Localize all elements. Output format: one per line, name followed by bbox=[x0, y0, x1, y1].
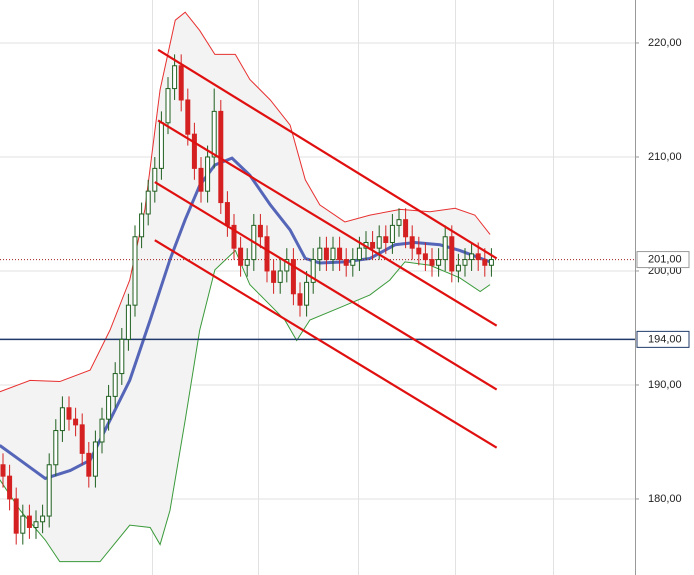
candle-body bbox=[469, 253, 475, 261]
candle-body bbox=[106, 395, 112, 420]
candle-body bbox=[46, 464, 52, 517]
candle-body bbox=[185, 99, 191, 135]
candle-body bbox=[165, 88, 171, 124]
candle-body bbox=[271, 270, 277, 283]
candle-body bbox=[389, 224, 395, 243]
candle-body bbox=[13, 498, 19, 534]
candle-body bbox=[145, 190, 151, 215]
candle-body bbox=[277, 270, 283, 283]
candle-body bbox=[436, 259, 442, 266]
candle-body bbox=[40, 515, 46, 523]
candle-body bbox=[112, 373, 118, 397]
y-tick-label: 210,00 bbox=[648, 151, 682, 163]
candle-body bbox=[59, 407, 65, 432]
candle-body bbox=[264, 236, 270, 272]
candle-body bbox=[33, 521, 39, 528]
candle-body bbox=[92, 441, 98, 477]
candle-body bbox=[224, 202, 230, 226]
candle-body bbox=[7, 475, 13, 500]
candle-body bbox=[198, 167, 204, 192]
y-tick-label: 190,00 bbox=[648, 379, 682, 391]
candle-body bbox=[304, 281, 310, 306]
candle-body bbox=[317, 247, 323, 261]
candle-body bbox=[356, 247, 362, 261]
candle-body bbox=[191, 133, 197, 169]
candle-body bbox=[297, 293, 303, 306]
candle-body bbox=[178, 65, 184, 101]
trend-line bbox=[154, 239, 498, 449]
candle-body bbox=[257, 224, 263, 238]
candle-body bbox=[244, 259, 250, 266]
candle-body bbox=[26, 515, 32, 528]
y-tick-label: 180,00 bbox=[648, 493, 682, 505]
outer-band bbox=[0, 249, 491, 563]
candle-body bbox=[205, 156, 211, 192]
candle-body bbox=[323, 247, 329, 261]
y-tick-label: 220,00 bbox=[648, 37, 682, 49]
candle-body bbox=[488, 259, 494, 266]
candle-body bbox=[86, 452, 92, 477]
candle-body bbox=[66, 407, 72, 420]
candle-body bbox=[330, 247, 336, 261]
candle-body bbox=[376, 236, 382, 249]
candle-body bbox=[0, 464, 6, 477]
candle-body bbox=[422, 253, 428, 261]
candle-body bbox=[337, 247, 343, 261]
candle-body bbox=[396, 219, 402, 226]
candle-body bbox=[442, 236, 448, 261]
candle-body bbox=[449, 236, 455, 272]
candle-body bbox=[152, 167, 158, 192]
candle-body bbox=[383, 236, 389, 243]
price-label: 201,00 bbox=[648, 253, 682, 265]
price-box bbox=[636, 330, 690, 348]
candle-body bbox=[290, 259, 296, 295]
candle-body bbox=[73, 418, 79, 426]
candle-body bbox=[231, 224, 237, 249]
candle-body bbox=[403, 219, 409, 238]
price-box bbox=[636, 251, 690, 269]
trend-line bbox=[157, 48, 498, 260]
candle-body bbox=[125, 304, 131, 340]
candle-body bbox=[211, 110, 217, 158]
candle-body bbox=[482, 259, 488, 266]
candle-body bbox=[310, 259, 316, 283]
candle-body bbox=[284, 259, 290, 272]
candle-body bbox=[119, 338, 125, 375]
trend-line bbox=[157, 119, 498, 327]
candle-body bbox=[99, 418, 105, 443]
candle-body bbox=[409, 236, 415, 249]
candle-body bbox=[462, 259, 468, 266]
candle-body bbox=[429, 259, 435, 266]
candle-body bbox=[350, 259, 356, 266]
candle-body bbox=[475, 253, 481, 261]
candle-body bbox=[416, 247, 422, 255]
candle-body bbox=[455, 264, 461, 272]
candle-body bbox=[139, 213, 145, 238]
outer-band bbox=[0, 11, 491, 393]
candle-body bbox=[79, 424, 85, 454]
candle-body bbox=[238, 247, 244, 266]
candle-body bbox=[172, 65, 178, 90]
trend-line bbox=[154, 181, 498, 391]
candle-body bbox=[370, 241, 376, 249]
candle-body bbox=[343, 259, 349, 266]
candle-body bbox=[20, 515, 26, 534]
band-fill bbox=[0, 12, 491, 562]
candle-body bbox=[158, 122, 164, 169]
candle-body bbox=[132, 236, 138, 306]
candle-body bbox=[53, 430, 59, 466]
price-label: 194,00 bbox=[648, 333, 682, 345]
